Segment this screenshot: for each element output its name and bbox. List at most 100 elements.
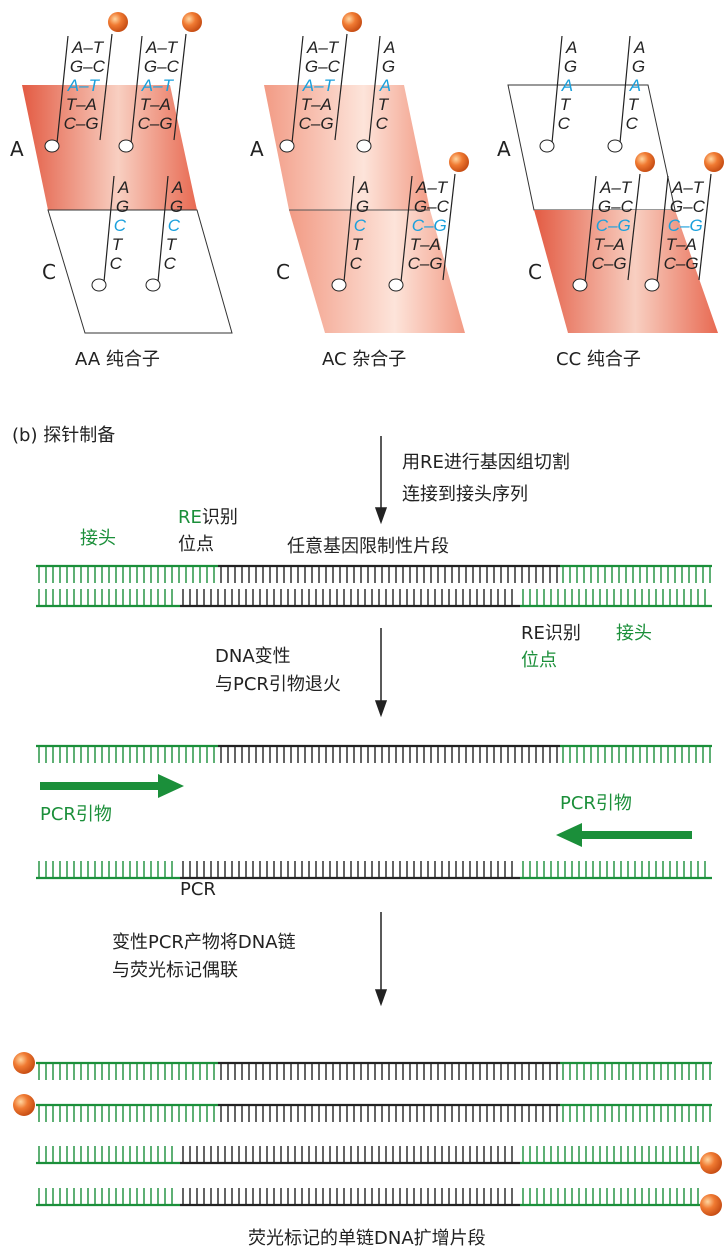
spot-a-ac [264,85,430,210]
spot-c-aa [47,209,233,334]
adapter-segment [36,1146,180,1165]
adapter-segment [520,589,712,608]
fragment-segment [218,1103,560,1122]
base: T [378,95,390,114]
base-pair: C–G [299,114,334,133]
row-label-c: C [528,260,542,284]
base-pair: C–G [408,254,443,273]
fragment-segment [180,861,520,880]
spot-c-ac [289,210,465,333]
step1-line2: 连接到接头序列 [402,484,528,505]
base: G [116,197,129,216]
base: C [110,254,123,273]
base-pair: G–C [305,57,341,76]
step1-line1: 用RE进行基因组切割 [402,452,570,473]
fluorescent-label [635,152,655,172]
row-label-c: C [42,260,56,284]
base-pair: T–A [594,235,625,254]
primer-arrow-left [40,774,184,798]
base-pair: A–T [71,38,105,57]
base-pair: G–C [70,57,106,76]
adapter-label-right: 接头 [616,623,652,644]
base-pair: C–G [664,254,699,273]
base: G [170,197,183,216]
primer-label-left: PCR引物 [40,804,112,825]
spot-a-aa [22,85,197,210]
base-pair: T–A [666,235,697,254]
base-pair: C–G [64,114,99,133]
base-pair: G–C [598,197,634,216]
probe-anchor [145,278,161,292]
panel-b-title: (b) 探针制备 [12,425,116,446]
probe-anchor [539,139,555,153]
base: G [632,57,645,76]
base: C [168,216,181,235]
base: T [628,95,640,114]
base: C [164,254,177,273]
caption-ac: AC 杂合子 [322,349,407,370]
adapter-segment [560,1103,712,1122]
re-site-label-left-2: 位点 [178,534,214,555]
process-arrow [374,436,388,1007]
probe-anchor [607,139,623,153]
base: C [354,216,367,235]
adapter-segment [560,1061,712,1080]
adapter-segment [560,744,712,763]
base: C [376,114,389,133]
adapter-segment [520,1146,700,1165]
base-pair: A–T [671,178,705,197]
fluorescent-label [342,12,362,32]
probe-anchor [356,139,372,153]
base: T [560,95,572,114]
probe-anchor [118,139,134,153]
pcr-label: PCR [180,879,216,900]
base-letters: A–TG–CA–TT–AC–GA–TG–CA–TT–AC–GAGCTCAGCTC… [64,38,706,273]
spot-a-cc [507,84,676,211]
fragment-segment [218,744,560,763]
step3-line2: 与荧光标记偶联 [112,960,238,981]
base-pair: G–C [414,197,450,216]
row-label-a: A [10,137,24,161]
probe-anchor [279,139,295,153]
base: G [356,197,369,216]
primer-arrow-right [556,823,692,847]
fluorescent-label [182,12,202,32]
adapter-segment [520,1188,700,1207]
base-pair: C–G [412,216,447,235]
re-site-label-right-2: 位点 [521,650,557,671]
step2-line1: DNA变性 [215,646,291,667]
base-pair: A–T [145,38,179,57]
base-pair: T–A [301,95,332,114]
adapter-segment [36,589,180,608]
base: A [633,38,645,57]
base: C [558,114,571,133]
base-pair: A–T [415,178,449,197]
adapter-segment [36,744,218,763]
base: G [382,57,395,76]
re-site-label-right: RE识别 [521,623,581,644]
probe-anchor [388,278,404,292]
base-pair: C–G [138,114,173,133]
fluorescent-label [704,152,724,172]
adapter-segment [36,1188,180,1207]
primer-label-right: PCR引物 [560,793,632,814]
panel-ac [264,12,469,333]
adapter-segment [36,1103,218,1122]
step2-line2: 与PCR引物退火 [215,674,341,695]
base-pair: A–T [67,76,101,95]
base: A [357,178,369,197]
fragment-label: 任意基因限制性片段 [287,536,449,557]
re-site-label-left: RE识别 [178,507,238,528]
panel-aa [22,12,233,334]
base-pair: T–A [140,95,171,114]
spot-c-cc [534,210,718,333]
fragment-segment [218,564,560,583]
base: G [564,57,577,76]
base-pair: C–G [668,216,703,235]
fragment-segment [218,1061,560,1080]
adapter-segment [36,564,218,583]
base: C [114,216,127,235]
adapter-label-left: 接头 [80,528,116,549]
probe-anchor [331,278,347,292]
